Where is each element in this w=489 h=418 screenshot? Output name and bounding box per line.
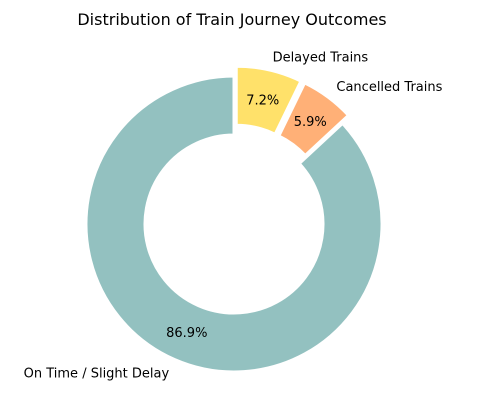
- chart-title: Distribution of Train Journey Outcomes: [77, 10, 386, 29]
- slice-on-time-slight-delay: [84, 74, 384, 374]
- slice-label-cancelled-trains: Cancelled Trains: [336, 80, 442, 95]
- slices-layer: [84, 64, 384, 374]
- slice-percent-delayed-trains: 7.2%: [246, 93, 279, 108]
- labels-layer: On Time / Slight Delay 86.9% Cancelled Tra…: [24, 50, 443, 381]
- slice-label-delayed-trains: Delayed Trains: [273, 50, 369, 65]
- slice-label-on-time-slight-delay: On Time / Slight Delay: [24, 366, 170, 381]
- slice-percent-on-time-slight-delay: 86.9%: [166, 326, 207, 341]
- slice-cancelled-trains: [277, 81, 350, 157]
- slice-delayed-trains: [234, 64, 303, 136]
- slice-percent-cancelled-trains: 5.9%: [294, 115, 327, 130]
